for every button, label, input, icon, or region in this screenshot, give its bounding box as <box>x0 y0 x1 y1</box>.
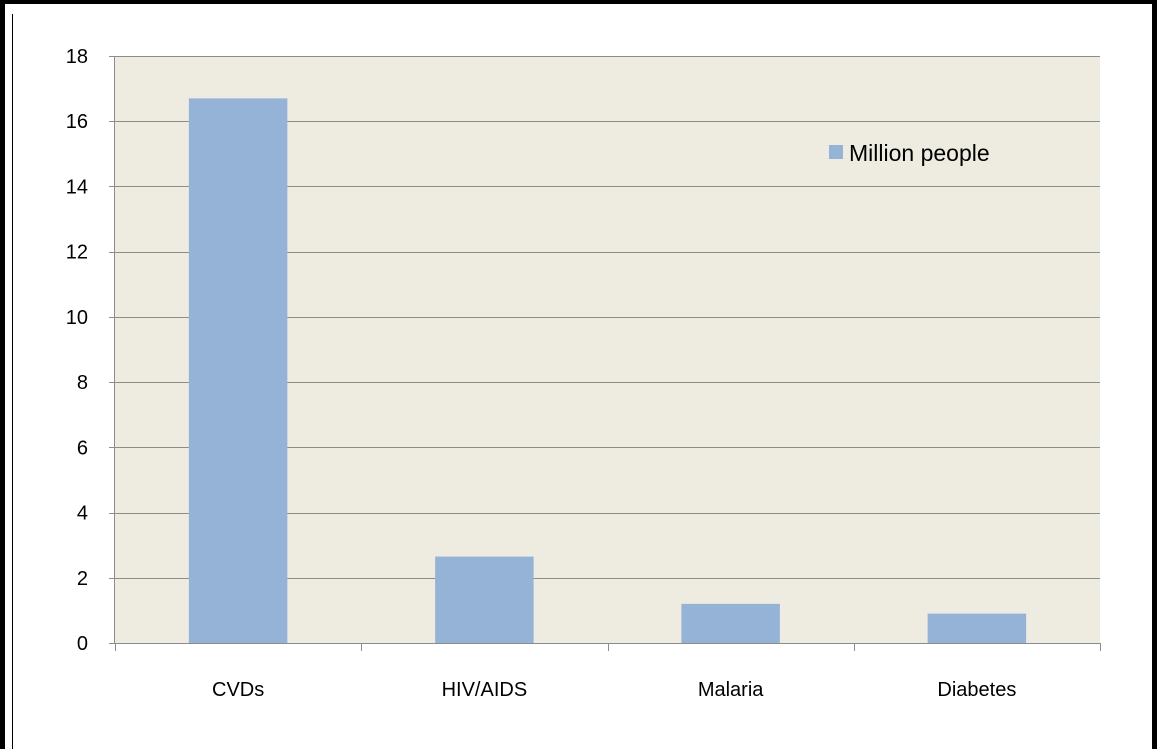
y-tick-label-12: 12 <box>66 242 88 264</box>
bar-diabetes <box>927 613 1027 643</box>
y-tick-label-18: 18 <box>66 46 88 68</box>
legend-swatch-million-people <box>829 145 843 159</box>
bars <box>188 98 1027 643</box>
legend-label-million-people: Million people <box>849 140 990 166</box>
y-tick-label-14: 14 <box>66 176 88 198</box>
y-tick-label-8: 8 <box>77 372 88 394</box>
bar-hiv-aids <box>435 556 534 643</box>
bar-cvds <box>188 98 288 643</box>
y-tick-labels: 0 2 4 6 8 10 12 14 16 18 <box>66 46 88 655</box>
x-tick-label-diabetes: Diabetes <box>937 679 1016 701</box>
y-tick-label-2: 2 <box>77 568 88 590</box>
y-tick-label-4: 4 <box>77 503 88 525</box>
x-tick-labels: CVDs HIV/AIDS Malaria Diabetes <box>212 679 1016 701</box>
y-tick-label-10: 10 <box>66 307 88 329</box>
y-tick-label-6: 6 <box>77 437 88 459</box>
axes <box>109 56 1101 651</box>
x-tick-label-hiv-aids: HIV/AIDS <box>442 679 528 701</box>
x-tick-label-cvds: CVDs <box>212 679 264 701</box>
legend: Million people <box>829 140 990 166</box>
y-tick-label-16: 16 <box>66 111 88 133</box>
y-tick-label-0: 0 <box>77 633 88 655</box>
bar-malaria <box>681 603 780 643</box>
x-tick-label-malaria: Malaria <box>698 679 764 701</box>
frame-inner-line <box>12 14 13 749</box>
